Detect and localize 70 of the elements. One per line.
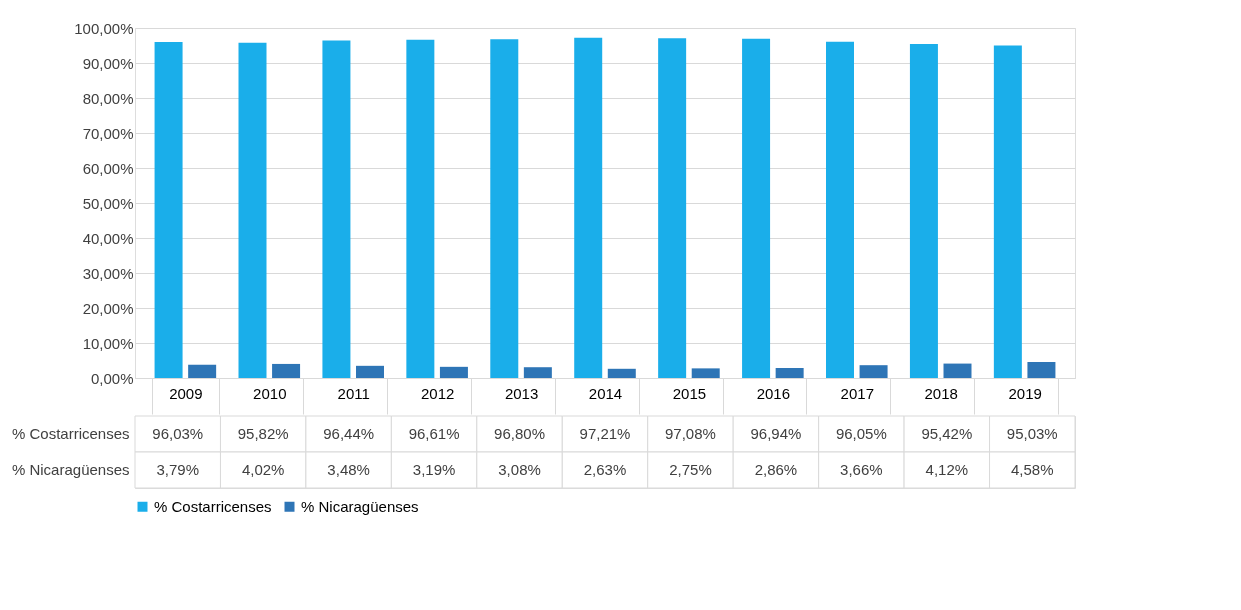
bar xyxy=(909,44,938,378)
data-label: 4,58% xyxy=(1011,461,1054,478)
y-tick-label: 0,00% xyxy=(90,369,134,387)
data-label: 96,03% xyxy=(152,425,204,442)
bar xyxy=(523,367,552,378)
x-tick-label: 2019 xyxy=(1008,384,1042,402)
bar xyxy=(439,366,468,378)
text: % Costarricenses xyxy=(11,425,130,442)
x-tick-label: 2014 xyxy=(588,384,623,402)
data-label: 3,48% xyxy=(327,461,370,478)
data-label: 95,42% xyxy=(921,425,973,442)
data-label: 96,94% xyxy=(750,425,802,442)
y-tick-label: 90,00% xyxy=(82,54,134,72)
y-tick-label: 30,00% xyxy=(82,264,134,282)
y-tick-label: 70,00% xyxy=(82,124,134,142)
x-tick-label: 2015 xyxy=(672,384,707,402)
y-tick-label: 60,00% xyxy=(82,159,134,177)
bar xyxy=(188,364,217,378)
data-label: 95,82% xyxy=(237,425,289,442)
x-tick-label: 2009 xyxy=(169,384,203,402)
bar xyxy=(993,45,1022,378)
data-label: 2,86% xyxy=(754,461,798,478)
bar xyxy=(490,39,519,378)
x-tick-label: 2012 xyxy=(420,384,455,402)
bar xyxy=(1027,361,1056,378)
data-label: 96,61% xyxy=(408,425,460,442)
data-label: 3,19% xyxy=(412,461,456,478)
bar xyxy=(322,40,351,378)
bar xyxy=(742,38,771,378)
data-label: 2,75% xyxy=(669,461,712,478)
x-tick-label: 2013 xyxy=(504,384,539,402)
bar xyxy=(943,363,972,378)
data-label: 96,44% xyxy=(323,425,375,442)
bar xyxy=(775,367,804,378)
data-label: 3,79% xyxy=(156,461,199,478)
x-tick-label: 2010 xyxy=(253,384,287,402)
data-label: 96,05% xyxy=(835,425,887,442)
data-label: 3,66% xyxy=(840,461,883,478)
x-tick-label: 2011 xyxy=(337,384,370,402)
data-label: 97,21% xyxy=(579,425,631,442)
bar xyxy=(356,365,384,378)
data-label: 97,08% xyxy=(665,425,716,442)
data-label: 4,12% xyxy=(925,461,969,478)
data-label: 3,08% xyxy=(498,461,541,478)
text: % Nicaragüenses xyxy=(11,461,130,478)
bar xyxy=(406,39,435,378)
y-tick-label: 40,00% xyxy=(82,229,134,247)
x-tick-label: 2016 xyxy=(756,384,791,402)
data-label: 4,02% xyxy=(241,461,285,478)
x-tick-label: 2018 xyxy=(924,384,958,402)
bar xyxy=(154,41,183,378)
x-tick-label: 2017 xyxy=(840,384,874,402)
bar xyxy=(272,363,301,378)
data-label: 95,03% xyxy=(1006,425,1058,442)
y-tick-label: 10,00% xyxy=(82,334,134,352)
data-label: 96,80% xyxy=(494,425,545,442)
y-tick-label: 20,00% xyxy=(82,299,134,317)
y-tick-label: 50,00% xyxy=(82,194,134,212)
bar xyxy=(658,38,687,378)
legend-label: % Nicaragüenses xyxy=(301,497,419,515)
y-tick-label: 80,00% xyxy=(82,89,134,107)
bar xyxy=(574,37,603,378)
data-label: 2,63% xyxy=(583,461,627,478)
bar xyxy=(826,41,854,378)
bar xyxy=(691,368,720,378)
bar xyxy=(607,368,636,378)
legend-label: % Costarricenses xyxy=(154,497,272,515)
bar xyxy=(238,42,267,378)
y-tick-label: 100,00% xyxy=(74,19,134,37)
bar xyxy=(859,365,888,378)
